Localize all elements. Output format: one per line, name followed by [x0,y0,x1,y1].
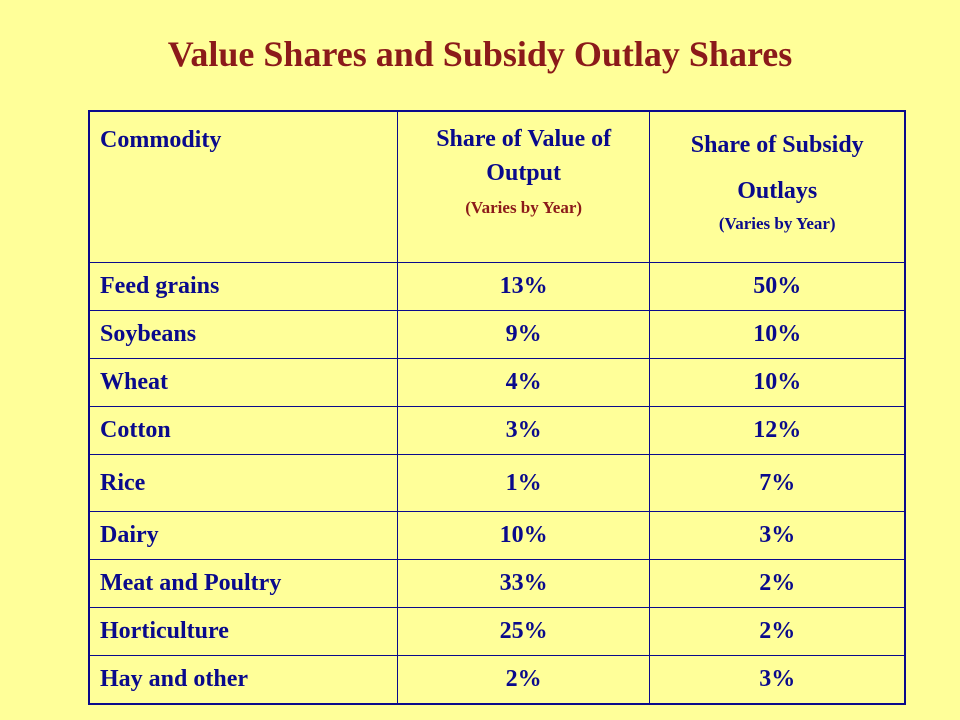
subsidy-share-cell: 3% [649,511,906,560]
table-row: Dairy 10% 3% [88,511,906,560]
value-share-cell: 25% [396,607,651,656]
commodity-cell: Horticulture [88,607,398,656]
value-share-cell: 13% [396,262,651,311]
value-share-cell: 10% [396,511,651,560]
header-commodity-label: Commodity [100,127,222,153]
header-subsidy-share-note: (Varies by Year) [718,214,836,233]
table-row: Cotton 3% 12% [88,406,906,455]
subsidy-share-cell: 10% [649,358,906,407]
subsidy-share-cell: 12% [649,406,906,455]
value-share-cell: 2% [396,655,651,705]
subsidy-share-cell: 2% [649,559,906,608]
commodity-cell: Cotton [88,406,398,455]
commodity-cell: Rice [88,454,398,512]
table-row: Meat and Poultry 33% 2% [88,559,906,608]
table-row: Rice 1% 7% [88,454,906,512]
subsidy-share-cell: 50% [649,262,906,311]
shares-table: Commodity Share of Value of Output (Vari… [88,110,906,705]
commodity-cell: Dairy [88,511,398,560]
header-value-share-note: (Varies by Year) [465,198,583,217]
commodity-cell: Wheat [88,358,398,407]
subsidy-share-cell: 3% [649,655,906,705]
table-row: Horticulture 25% 2% [88,607,906,656]
page-title: Value Shares and Subsidy Outlay Shares [167,34,793,74]
value-share-cell: 4% [396,358,651,407]
value-share-cell: 3% [396,406,651,455]
subsidy-share-cell: 2% [649,607,906,656]
header-value-share: Share of Value of Output (Varies by Year… [396,110,651,263]
table-row: Hay and other 2% 3% [88,655,906,705]
commodity-cell: Feed grains [88,262,398,311]
commodity-cell: Soybeans [88,310,398,359]
commodity-cell: Hay and other [88,655,398,705]
table-row: Feed grains 13% 50% [88,262,906,311]
subsidy-share-cell: 7% [649,454,906,512]
value-share-cell: 1% [396,454,651,512]
header-value-share-label: Share of Value of Output [436,126,612,186]
header-row: Commodity Share of Value of Output (Vari… [88,110,906,263]
value-share-cell: 9% [396,310,651,359]
commodity-cell: Meat and Poultry [88,559,398,608]
table-row: Wheat 4% 10% [88,358,906,407]
header-commodity: Commodity [88,110,398,263]
header-subsidy-share-label: Share of Subsidy Outlays [690,132,864,204]
subsidy-share-cell: 10% [649,310,906,359]
header-subsidy-share: Share of Subsidy Outlays (Varies by Year… [649,110,906,263]
table-row: Soybeans 9% 10% [88,310,906,359]
value-share-cell: 33% [396,559,651,608]
